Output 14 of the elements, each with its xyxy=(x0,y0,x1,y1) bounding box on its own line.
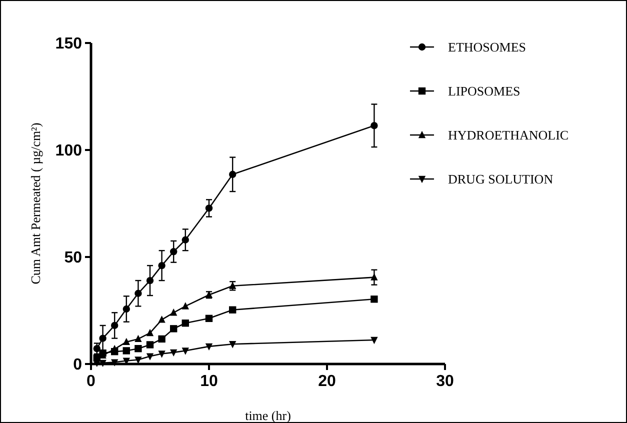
x-tick-label: 30 xyxy=(436,373,454,390)
y-axis-title: Cum Amt Permeated ( µg/cm²) xyxy=(28,122,43,284)
y-tick-label: 100 xyxy=(55,142,82,160)
y-tick-label: 50 xyxy=(64,250,82,267)
legend-label: LIPOSOMES xyxy=(448,84,520,99)
x-tick-label: 10 xyxy=(200,373,218,390)
legend-label: ETHOSOMES xyxy=(448,40,526,55)
x-tick-label: 20 xyxy=(318,373,336,390)
y-tick-label: 0 xyxy=(73,356,82,374)
legend-label: HYDROETHANOLIC xyxy=(448,128,569,143)
x-tick-label: 0 xyxy=(86,373,96,390)
legend-label: DRUG SOLUTION xyxy=(448,172,554,187)
x-axis-title: time (hr) xyxy=(245,408,291,423)
y-tick-label: 150 xyxy=(55,36,82,53)
